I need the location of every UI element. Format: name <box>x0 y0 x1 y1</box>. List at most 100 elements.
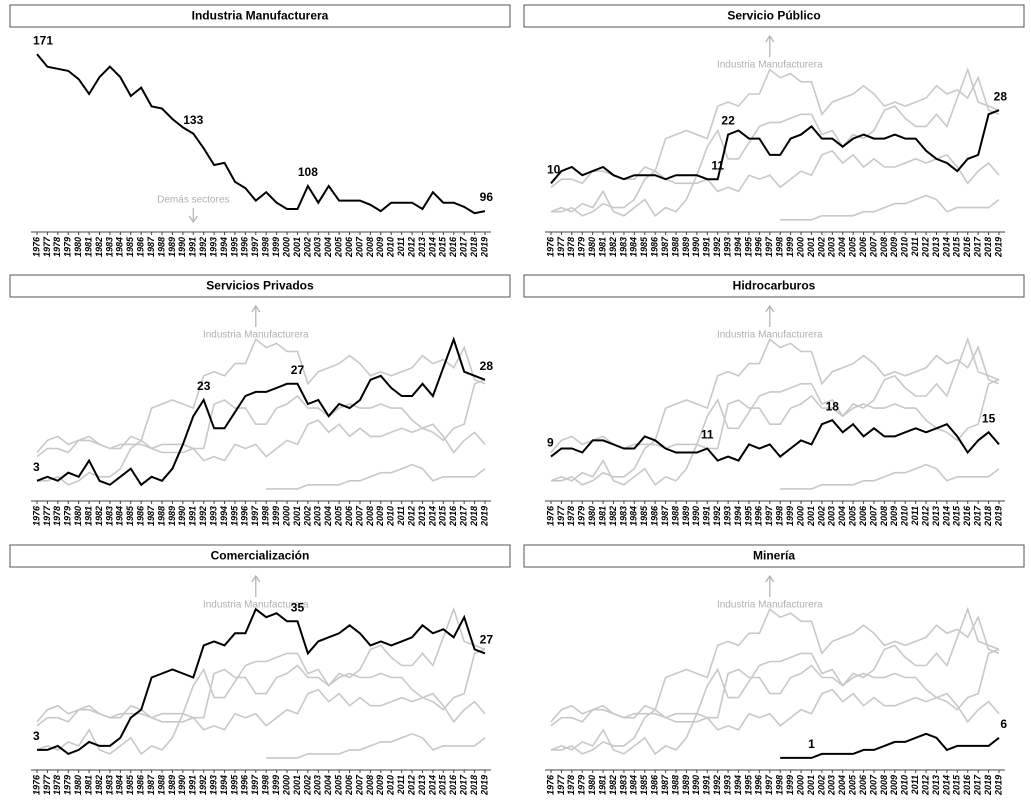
x-tick-label: 2010 <box>386 775 396 796</box>
x-tick-label: 2018 <box>469 775 479 796</box>
x-tick-label: 2018 <box>469 506 479 527</box>
x-tick-label: 2005 <box>334 505 344 527</box>
data-label: 23 <box>197 379 211 393</box>
annotation-arrowhead <box>251 304 261 313</box>
x-tick-label: 2006 <box>858 505 868 527</box>
x-tick-label: 1995 <box>229 505 239 526</box>
other-sector-line <box>37 338 486 486</box>
annotation: Industria Manufacturera <box>717 600 823 611</box>
x-tick-label: 1981 <box>83 237 93 257</box>
x-tick-label: 1982 <box>94 775 104 795</box>
x-tick-label: 1996 <box>754 236 764 257</box>
annotation: Industria Manufacturera <box>203 330 309 341</box>
x-tick-label: 2006 <box>858 236 868 258</box>
x-tick-label: 1976 <box>31 505 41 526</box>
x-tick-label: 2002 <box>302 506 312 527</box>
x-tick-label: 2009 <box>375 775 385 796</box>
x-tick-label: 1997 <box>250 236 260 257</box>
x-tick-label: 2014 <box>941 506 951 527</box>
data-label: 6 <box>1000 717 1007 731</box>
x-tick-label: 1991 <box>702 775 712 795</box>
other-sector-line <box>780 194 1000 221</box>
x-tick-label: 1988 <box>670 237 680 257</box>
data-label: 133 <box>183 113 203 127</box>
x-tick-label: 2009 <box>889 775 899 796</box>
x-tick-label: 1991 <box>188 506 198 526</box>
x-tick-label: 1984 <box>629 237 639 257</box>
x-tick-label: 2008 <box>365 506 375 527</box>
x-tick-label: 2002 <box>816 237 826 258</box>
x-tick-label: 2018 <box>983 237 993 258</box>
x-tick-label: 1990 <box>691 775 701 795</box>
x-tick-label: 2011 <box>396 237 406 257</box>
annotation-arrowhead <box>765 574 775 583</box>
x-tick-label: 1987 <box>660 774 670 795</box>
data-label: 28 <box>994 89 1008 103</box>
x-tick-label: 1988 <box>156 237 166 257</box>
x-tick-label: 1995 <box>743 505 753 526</box>
x-tick-label: 2007 <box>868 505 878 527</box>
x-tick-label: 1985 <box>639 774 649 795</box>
x-tick-label: 1979 <box>63 775 73 795</box>
x-tick-label: 2001 <box>806 506 816 527</box>
x-tick-label: 2010 <box>900 775 910 796</box>
x-tick-label: 2008 <box>365 775 375 796</box>
x-tick-label: 1999 <box>785 237 795 257</box>
x-tick-label: 2015 <box>438 236 448 258</box>
x-tick-label: 1999 <box>785 506 795 526</box>
x-tick-label: 2005 <box>848 774 858 796</box>
x-tick-label: 1998 <box>261 237 271 257</box>
x-tick-label: 1981 <box>83 775 93 795</box>
x-tick-label: 1994 <box>733 237 743 257</box>
x-tick-label: 1977 <box>42 505 52 526</box>
x-tick-label: 1976 <box>545 236 555 257</box>
x-tick-label: 1978 <box>52 506 62 526</box>
x-tick-label: 2008 <box>879 506 889 527</box>
other-sector-line <box>550 336 1000 486</box>
x-tick-label: 1994 <box>219 506 229 526</box>
x-tick-label: 2008 <box>879 237 889 258</box>
data-label: 1 <box>808 737 815 751</box>
x-tick-label: 1990 <box>691 506 701 526</box>
x-tick-label: 1984 <box>629 775 639 795</box>
x-tick-label: 2003 <box>827 506 837 527</box>
x-tick-label: 1985 <box>125 774 135 795</box>
x-tick-label: 1978 <box>566 237 576 257</box>
data-label: 3 <box>33 729 40 743</box>
x-tick-label: 1982 <box>608 506 618 526</box>
annotation: Industria Manufacturera <box>717 330 823 341</box>
x-tick-label: 2006 <box>858 774 868 796</box>
x-tick-label: 1989 <box>167 237 177 257</box>
other-sector-line <box>780 463 1000 490</box>
panel-title: Industria Manufacturera <box>192 9 329 23</box>
x-tick-label: 2005 <box>334 236 344 258</box>
x-tick-label: 2015 <box>438 774 448 796</box>
x-tick-label: 1983 <box>104 506 114 526</box>
x-tick-label: 1985 <box>639 236 649 257</box>
x-tick-label: 1983 <box>618 775 628 795</box>
x-tick-label: 2017 <box>973 774 983 796</box>
x-tick-label: 2013 <box>931 775 941 796</box>
x-tick-label: 2000 <box>795 506 805 527</box>
x-tick-label: 2003 <box>827 775 837 796</box>
x-tick-label: 1979 <box>577 775 587 795</box>
x-tick-label: 2001 <box>806 775 816 796</box>
x-tick-label: 1996 <box>240 774 250 795</box>
x-tick-label: 1977 <box>556 236 566 257</box>
x-tick-label: 1990 <box>177 506 187 526</box>
x-tick-label: 1984 <box>115 237 125 257</box>
x-tick-label: 1992 <box>198 775 208 795</box>
x-tick-label: 2011 <box>910 775 920 795</box>
x-tick-label: 2014 <box>941 237 951 258</box>
x-tick-label: 1993 <box>722 506 732 526</box>
x-tick-label: 2013 <box>931 506 941 527</box>
x-tick-label: 2007 <box>354 236 364 258</box>
x-tick-label: 2003 <box>313 775 323 796</box>
x-tick-label: 2002 <box>302 237 312 258</box>
x-tick-label: 1976 <box>545 774 555 795</box>
x-tick-label: 2017 <box>973 505 983 527</box>
x-tick-label: 2004 <box>323 775 333 796</box>
x-tick-label: 1991 <box>188 237 198 257</box>
annotation: Industria Manufacturera <box>717 60 823 71</box>
x-tick-label: 1980 <box>587 775 597 795</box>
